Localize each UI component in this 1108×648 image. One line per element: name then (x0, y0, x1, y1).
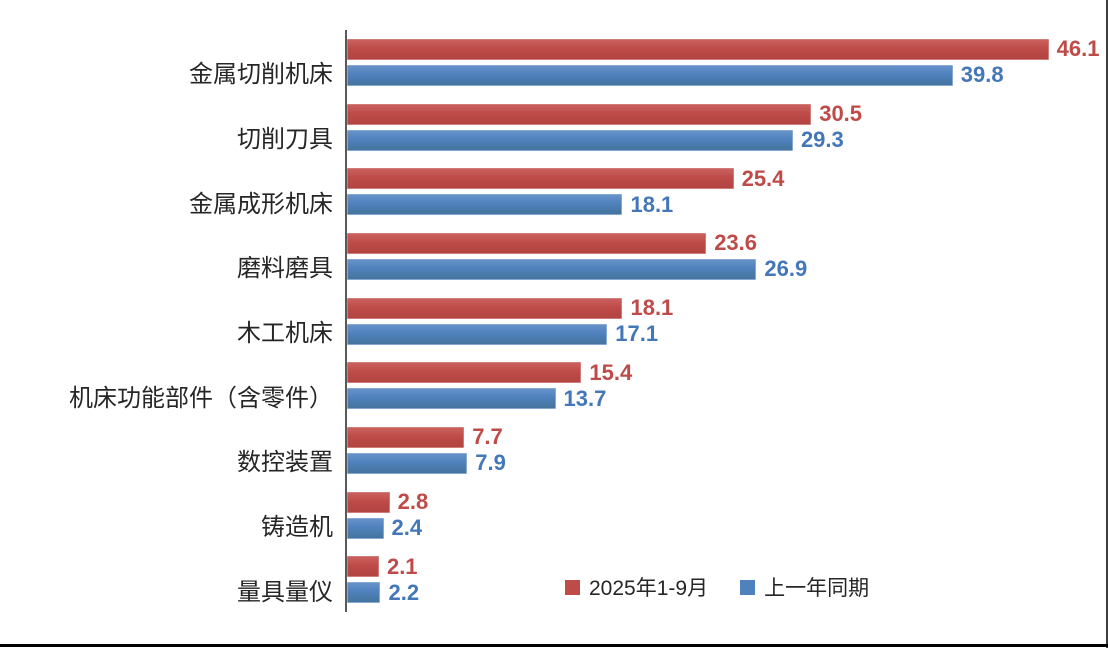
category-row: 量具量仪 2.1 2.2 (0, 547, 1108, 612)
category-label: 机床功能部件（含零件） (69, 384, 333, 412)
bar-line: 13.7 (347, 385, 1108, 411)
bar-line: 2.2 (347, 579, 1108, 605)
category-row: 切削刀具 30.5 29.3 (0, 95, 1108, 160)
category-row: 铸造机 2.8 2.4 (0, 483, 1108, 548)
category-label: 木工机床 (237, 320, 333, 348)
category-label: 切削刀具 (237, 126, 333, 153)
bar-current-period (347, 232, 707, 254)
bar-line: 2.8 (347, 489, 1108, 515)
bar-line: 17.1 (347, 321, 1108, 347)
right-border-line (1106, 0, 1108, 648)
bar-line: 23.6 (347, 230, 1108, 256)
bar-prev-year (347, 64, 953, 86)
legend-item: 上一年同期 (740, 572, 869, 602)
value-label: 2.8 (397, 489, 429, 515)
bar-prev-year (347, 323, 608, 345)
bar-prev-year (347, 582, 381, 604)
category-label: 数控装置 (237, 449, 333, 477)
bar-prev-year (347, 258, 757, 280)
value-label: 7.7 (472, 424, 503, 450)
bar-line: 39.8 (347, 62, 1108, 88)
bar-current-period (347, 168, 734, 190)
value-label: 26.9 (764, 256, 808, 282)
bar-line: 18.1 (347, 191, 1108, 217)
bar-prev-year (347, 517, 384, 539)
bar-prev-year (347, 129, 793, 151)
category-row: 机床功能部件（含零件） 15.4 13.7 (0, 353, 1108, 418)
value-label: 18.1 (630, 191, 674, 217)
bar-line: 15.4 (347, 359, 1108, 385)
value-label: 39.8 (960, 62, 1004, 88)
bar-rows: 金属切削机床 46.1 39.8 切削刀具 30.5 29.3 金属成形机床 25.4 18.1… (0, 30, 1108, 612)
value-label: 18.1 (630, 295, 674, 321)
bar-line: 7.9 (347, 450, 1108, 476)
value-label: 2.2 (388, 579, 420, 605)
category-label: 量具量仪 (237, 578, 333, 606)
value-label: 46.1 (1056, 36, 1100, 62)
value-label: 17.1 (615, 321, 659, 347)
value-label: 23.6 (714, 230, 758, 256)
bar-current-period (347, 362, 582, 384)
bar-current-period (347, 491, 390, 513)
value-label: 25.4 (741, 165, 785, 191)
bar-line: 46.1 (347, 36, 1108, 62)
legend-label: 2025年1-9月 (589, 577, 709, 600)
legend-item: 2025年1-9月 (565, 572, 708, 602)
bar-line: 2.1 (347, 553, 1108, 579)
value-label: 2.4 (391, 515, 423, 541)
bar-line: 25.4 (347, 165, 1108, 191)
value-label: 7.9 (475, 450, 506, 476)
category-row: 金属切削机床 46.1 39.8 (0, 30, 1108, 95)
category-row: 金属成形机床 25.4 18.1 (0, 159, 1108, 224)
category-axis-line (345, 30, 347, 612)
bar-line: 29.3 (347, 127, 1108, 152)
bar-line: 2.4 (347, 515, 1108, 541)
bar-prev-year (347, 388, 556, 410)
bar-current-period (347, 426, 465, 448)
value-label: 13.7 (563, 385, 607, 411)
bottom-border-line (0, 644, 1108, 647)
bar-current-period (347, 38, 1049, 60)
category-label: 磨料磨具 (237, 255, 333, 283)
value-label: 29.3 (800, 127, 844, 152)
value-label: 30.5 (819, 101, 863, 126)
legend: 2025年1-9月 上一年同期 (565, 572, 869, 602)
legend-swatch-icon (740, 579, 756, 595)
value-label: 15.4 (589, 359, 633, 385)
bar-prev-year (347, 452, 468, 474)
category-label: 金属成形机床 (189, 190, 333, 218)
bar-line: 30.5 (347, 101, 1108, 126)
category-label: 铸造机 (261, 514, 333, 542)
legend-label: 上一年同期 (764, 577, 870, 600)
category-row: 木工机床 18.1 17.1 (0, 289, 1108, 354)
bar-current-period (347, 556, 379, 578)
bar-current-period (347, 103, 812, 125)
value-label: 2.1 (386, 553, 418, 579)
bar-current-period (347, 297, 623, 319)
plot-area: 金属切削机床 46.1 39.8 切削刀具 30.5 29.3 金属成形机床 25.4 18.1… (0, 30, 1108, 612)
legend-swatch-icon (565, 579, 580, 595)
bar-line: 7.7 (347, 424, 1108, 450)
category-label: 金属切削机床 (189, 61, 333, 89)
category-row: 数控装置 7.7 7.9 (0, 418, 1108, 483)
category-row: 磨料磨具 23.6 26.9 (0, 224, 1108, 289)
bar-prev-year (347, 194, 623, 216)
bar-line: 26.9 (347, 256, 1108, 282)
bar-line: 18.1 (347, 295, 1108, 321)
